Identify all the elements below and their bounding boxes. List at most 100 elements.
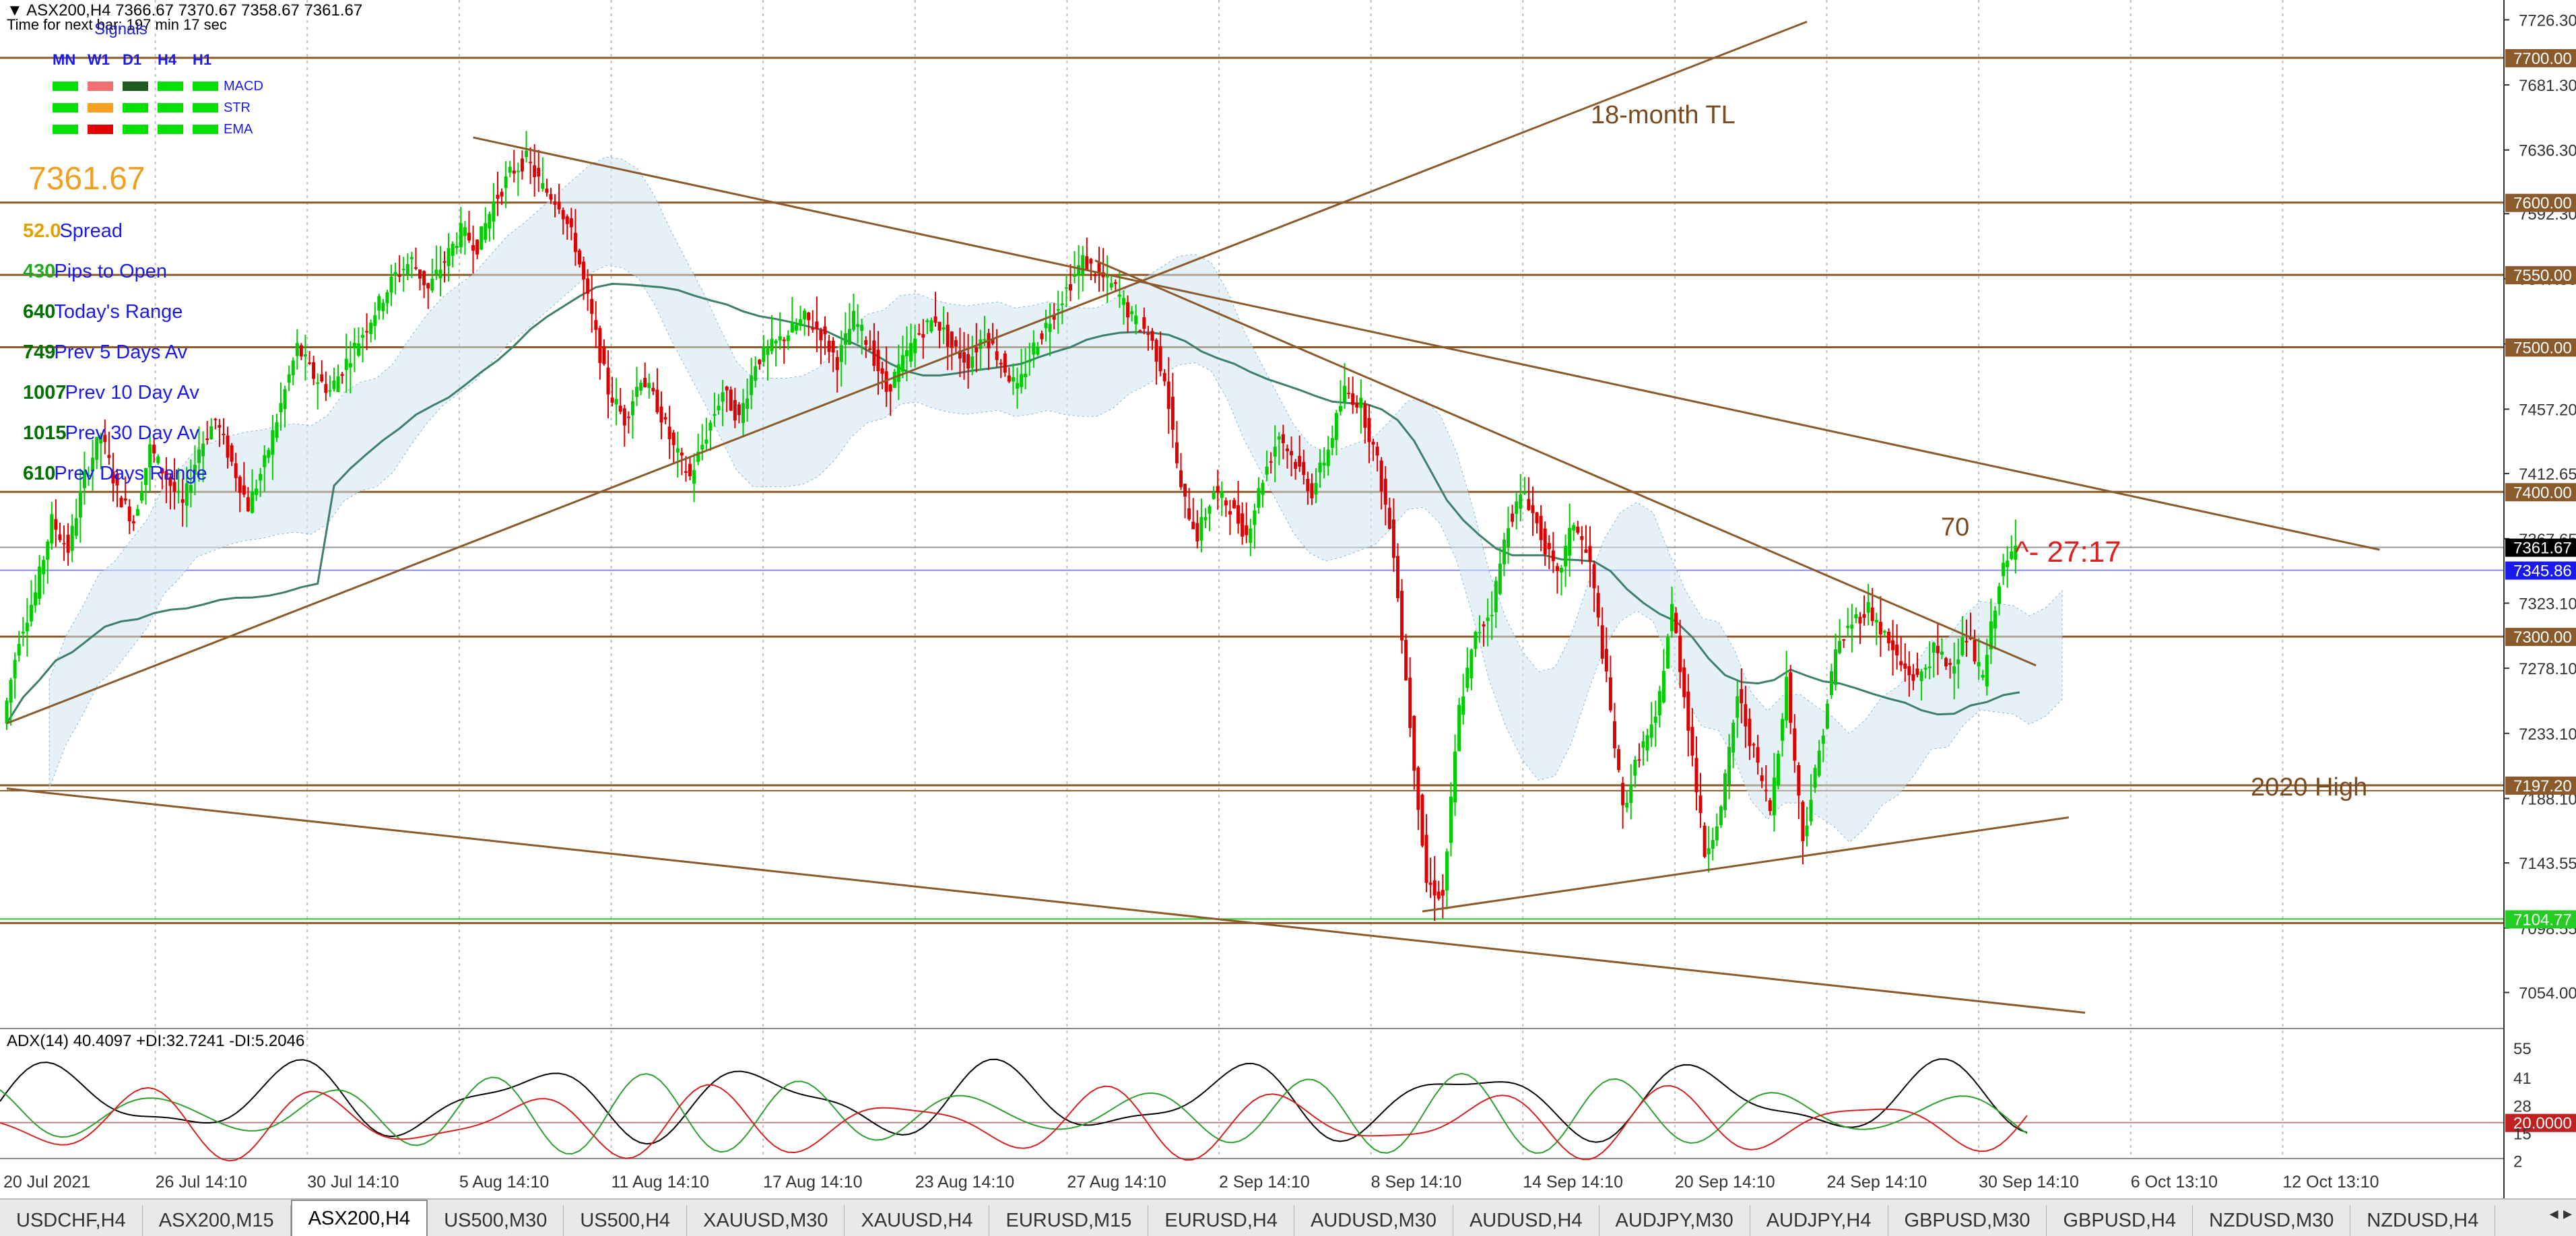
tab-audjpy-h4[interactable]: AUDJPY,H4 bbox=[1750, 1205, 1888, 1236]
info-row: 640Today's Range bbox=[23, 300, 207, 340]
candle-body bbox=[1060, 303, 1064, 305]
candle-body bbox=[185, 483, 189, 506]
cloud-area bbox=[48, 156, 2063, 843]
candle-body bbox=[766, 347, 770, 355]
candle-body bbox=[1391, 519, 1395, 558]
candle-body bbox=[1813, 768, 1817, 788]
candle-body bbox=[1003, 353, 1007, 373]
tab-gbpusd-h4[interactable]: GBPUSD,H4 bbox=[2047, 1205, 2193, 1236]
candle-body bbox=[917, 333, 921, 335]
candle-body bbox=[222, 434, 226, 436]
candle-body bbox=[610, 397, 614, 403]
candle-body bbox=[508, 166, 512, 173]
candle-body bbox=[373, 315, 377, 326]
candle-body bbox=[1507, 528, 1511, 548]
symbol-tabs: USDCHF,H4 ASX200,M15 ASX200,H4 US500,M30 US5… bbox=[0, 1198, 2576, 1236]
candle-body bbox=[414, 267, 418, 269]
candle-body bbox=[46, 541, 50, 560]
signal-cell bbox=[193, 82, 218, 91]
info-panel: 52.0Spread 430Pips to Open 640Today's Rang… bbox=[23, 219, 207, 502]
candle-body bbox=[852, 311, 856, 330]
candle-body bbox=[66, 534, 70, 553]
signal-label: EMA bbox=[224, 121, 253, 137]
candle-body bbox=[1093, 274, 1097, 276]
candle-body bbox=[1907, 665, 1911, 676]
candle-body bbox=[397, 275, 401, 278]
candle-body bbox=[794, 325, 798, 331]
candle-body bbox=[1989, 621, 1993, 650]
info-row: 430Pips to Open bbox=[23, 259, 207, 300]
time-tick-label: 6 Oct 13:10 bbox=[2131, 1173, 2218, 1192]
signal-cell bbox=[53, 103, 78, 112]
candle-body bbox=[1612, 721, 1616, 748]
collapse-triangle-icon[interactable]: ▼ bbox=[7, 1, 23, 20]
candle-body bbox=[1416, 767, 1420, 810]
adx-panel bbox=[0, 1028, 2504, 1162]
candle-body bbox=[1028, 360, 1032, 362]
candle-body bbox=[651, 387, 655, 392]
tab-us500-m30[interactable]: US500,M30 bbox=[428, 1205, 564, 1236]
signal-cell bbox=[123, 103, 148, 112]
di-minus-line bbox=[0, 1084, 2028, 1162]
info-row: 610Prev Days Range bbox=[23, 461, 207, 502]
tab-nzdusd-m30[interactable]: NZDUSD,M30 bbox=[2193, 1205, 2351, 1236]
candle-body bbox=[892, 371, 896, 388]
candle-body bbox=[1257, 488, 1261, 508]
candle-body bbox=[283, 389, 287, 410]
tab-audusd-h4[interactable]: AUDUSD,H4 bbox=[1453, 1205, 1599, 1236]
tab-nzdusd-h4[interactable]: NZDUSD,H4 bbox=[2350, 1205, 2496, 1236]
signal-row-macd: MACD bbox=[53, 75, 263, 97]
candle-body bbox=[1744, 704, 1748, 727]
info-value: 430 bbox=[23, 261, 56, 282]
tab-asx200-m15[interactable]: ASX200,M15 bbox=[143, 1205, 291, 1236]
candle-body bbox=[1756, 747, 1760, 763]
high-annotation: 2020 High bbox=[2251, 773, 2368, 802]
candle-body bbox=[1490, 614, 1494, 616]
price-chart[interactable]: 7726.307681.307636.307592.307547.307502.… bbox=[0, 0, 2576, 1199]
candle-body bbox=[1461, 696, 1465, 715]
tab-xauusd-m30[interactable]: XAUUSD,M30 bbox=[687, 1205, 845, 1236]
number-annotation: 70 bbox=[1941, 513, 1970, 542]
tab-us500-h4[interactable]: US500,H4 bbox=[564, 1205, 688, 1236]
candle-body bbox=[1056, 309, 1060, 311]
candle-body bbox=[242, 485, 246, 495]
candle-body bbox=[1956, 659, 1960, 665]
candle-body bbox=[1842, 639, 1846, 641]
signal-cell bbox=[53, 82, 78, 91]
candle-body bbox=[1032, 342, 1036, 355]
candle-body bbox=[1952, 666, 1956, 674]
candle-body bbox=[811, 328, 815, 330]
candle-body bbox=[1166, 381, 1170, 410]
tab-scroll-arrows-icon[interactable]: ◂ ▸ bbox=[2549, 1203, 2572, 1223]
tab-gbpusd-m30[interactable]: GBPUSD,M30 bbox=[1888, 1205, 2047, 1236]
candle-body bbox=[1891, 640, 1895, 651]
candle-body bbox=[725, 386, 729, 391]
signal-cell bbox=[158, 103, 183, 112]
candle-body bbox=[643, 378, 647, 388]
tab-eurusd-h4[interactable]: EURUSD,H4 bbox=[1148, 1205, 1295, 1236]
tab-audjpy-m30[interactable]: AUDJPY,M30 bbox=[1599, 1205, 1750, 1236]
tab-usdchf-h4[interactable]: USDCHF,H4 bbox=[0, 1205, 143, 1236]
candle-body bbox=[148, 444, 152, 467]
price-level-tag bbox=[2505, 338, 2576, 357]
info-row: 1015Prev 30 Day Av bbox=[23, 421, 207, 461]
candle-body bbox=[1277, 436, 1281, 440]
candle-body bbox=[790, 322, 794, 333]
candle-body bbox=[1465, 668, 1469, 688]
tab-asx200-h4[interactable]: ASX200,H4 bbox=[290, 1200, 428, 1236]
candle-body bbox=[1298, 455, 1302, 467]
tab-eurusd-m15[interactable]: EURUSD,M15 bbox=[989, 1205, 1149, 1236]
candle-body bbox=[1854, 614, 1858, 618]
candle-body bbox=[1158, 346, 1162, 372]
candle-body bbox=[1187, 508, 1191, 519]
candle-body bbox=[1020, 374, 1024, 387]
candle-body bbox=[369, 323, 373, 334]
info-value: 749 bbox=[23, 341, 56, 363]
candle-body bbox=[1657, 690, 1661, 716]
candle-body bbox=[561, 209, 565, 220]
tab-xauusd-h4[interactable]: XAUUSD,H4 bbox=[845, 1205, 990, 1236]
candle-body bbox=[78, 490, 82, 518]
tab-audusd-m30[interactable]: AUDUSD,M30 bbox=[1294, 1205, 1453, 1236]
info-label: Pips to Open bbox=[54, 261, 168, 282]
info-label: Prev 10 Day Av bbox=[65, 382, 199, 403]
